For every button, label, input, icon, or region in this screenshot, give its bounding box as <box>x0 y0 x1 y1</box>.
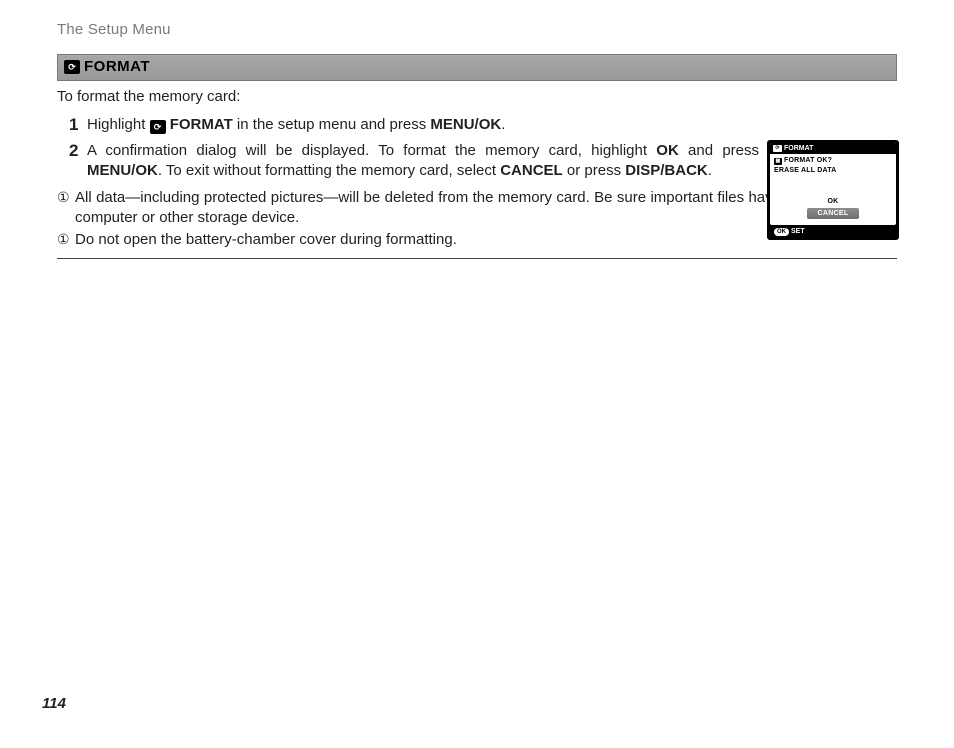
card-icon: ▦ <box>774 158 782 165</box>
step-number: 2 <box>69 141 87 182</box>
dialog-footer-text: SET <box>791 227 805 236</box>
bold-text: MENU/OK <box>430 116 501 133</box>
dialog-footer: OK SET <box>770 225 896 236</box>
step-body: Highlight ⟳ FORMAT in the setup menu and… <box>87 115 759 135</box>
dialog-cancel-option[interactable]: CANCEL <box>807 208 859 219</box>
step: 1 Highlight ⟳ FORMAT in the setup menu a… <box>69 115 759 135</box>
camera-dialog-preview: ⟳ FORMAT ▦ FORMAT OK? ERASE ALL DATA OK … <box>767 140 899 240</box>
dialog-title: FORMAT <box>784 144 813 153</box>
page-number: 114 <box>42 694 66 714</box>
dialog-line: ▦ FORMAT OK? <box>774 156 892 165</box>
dialog-line-text: ERASE ALL DATA <box>774 166 836 175</box>
dialog-ok-option[interactable]: OK <box>807 196 859 207</box>
format-icon: ⟳ <box>773 145 782 152</box>
ok-pill-icon: OK <box>774 228 789 236</box>
bold-text: FORMAT <box>170 116 233 133</box>
step: 2 A confirmation dialog will be displaye… <box>69 141 759 182</box>
dialog-line: ERASE ALL DATA <box>774 166 892 175</box>
bold-text: MENU/OK <box>87 162 158 179</box>
step-body: A confirmation dialog will be displayed.… <box>87 141 759 182</box>
section-title: FORMAT <box>84 57 150 77</box>
dialog-titlebar: ⟳ FORMAT <box>770 143 896 154</box>
bold-text: CANCEL <box>500 162 563 179</box>
caution-icon: ① <box>57 230 75 250</box>
dialog-line-text: FORMAT OK? <box>784 156 832 165</box>
section-rule <box>57 258 897 259</box>
dialog-options: OK CANCEL <box>807 196 859 219</box>
dialog-screen: ⟳ FORMAT ▦ FORMAT OK? ERASE ALL DATA OK … <box>770 143 896 225</box>
running-head: The Setup Menu <box>57 20 897 40</box>
step-number: 1 <box>69 115 87 135</box>
format-icon: ⟳ <box>150 120 166 134</box>
steps-list: 1 Highlight ⟳ FORMAT in the setup menu a… <box>69 115 759 182</box>
intro-text: To format the memory card: <box>57 87 897 107</box>
format-icon: ⟳ <box>64 60 80 74</box>
section-header-bar: ⟳ FORMAT <box>57 54 897 80</box>
bold-text: DISP/BACK <box>625 162 708 179</box>
caution-icon: ① <box>57 188 75 229</box>
bold-text: OK <box>656 142 679 159</box>
